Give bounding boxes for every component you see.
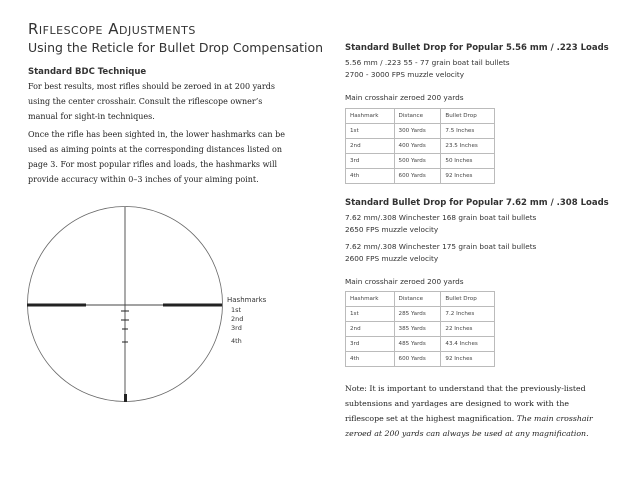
table-row: 2nd 400 Yards 23.5 Inches (345, 138, 495, 154)
table-cell: 92 Inches (440, 351, 495, 367)
text-line: using the center crosshair. Consult the … (28, 97, 263, 106)
table-cell: 485 Yards (393, 336, 442, 352)
text-line: page 3. For most popular rifles and load… (28, 160, 278, 169)
text-line: manual for sight-in techniques. (28, 112, 155, 121)
table-cell: 600 Yards (393, 168, 442, 184)
table-row: 2nd 385 Yards 22 Inches (345, 321, 495, 337)
table-cell: 285 Yards (393, 306, 442, 322)
table-cell: 7.5 Inches (440, 123, 495, 139)
table-row: 3rd 500 Yards 50 Inches (345, 153, 495, 169)
text-line: used as aiming points at the correspondi… (28, 145, 283, 154)
table-cell: 400 Yards (393, 138, 442, 154)
text-line: 2600 FPS muzzle velocity (345, 254, 439, 263)
text-line: 7.62 mm/.308 Winchester 168 grain boat t… (345, 213, 537, 222)
section-heading-bdc: Standard BDC Technique (28, 67, 147, 77)
text-line: Once the rifle has been sighted in, the … (28, 130, 285, 139)
table-header-row: Hashmark Distance Bullet Drop (345, 108, 495, 124)
bullet-drop-table-762: Hashmark Distance Bullet Drop 1st 285 Yards… (345, 291, 495, 367)
note-text: Note: It is important to understand that… (345, 384, 586, 423)
text-line: provide accuracy within 0–3 inches of yo… (28, 175, 259, 184)
column-header: Distance (393, 108, 442, 124)
table-cell: 50 Inches (440, 153, 495, 169)
page-title: Riflescope Adjustments (28, 20, 196, 38)
table-cell: 22 Inches (440, 321, 495, 337)
hashmarks-label: Hashmarks (227, 296, 267, 304)
column-header: Bullet Drop (440, 291, 495, 307)
hashmark-label-1: 1st (231, 306, 242, 314)
table-cell: 2nd (345, 321, 395, 337)
table-header-row: Hashmark Distance Bullet Drop (345, 291, 495, 307)
hashmark-label-4: 4th (231, 337, 242, 345)
section-heading-762: Standard Bullet Drop for Popular 7.62 mm… (345, 198, 609, 208)
table-cell: 23.5 Inches (440, 138, 495, 154)
text-line: 2700 - 3000 FPS muzzle velocity (345, 70, 465, 79)
table-cell: 92 Inches (440, 168, 495, 184)
table-row: 4th 600 Yards 92 Inches (345, 168, 495, 184)
table-row: 3rd 485 Yards 43.4 Inches (345, 336, 495, 352)
note-italic-text: The main crosshair zeroed at 200 yards c… (345, 414, 593, 438)
bullet-drop-table-556: Hashmark Distance Bullet Drop 1st 300 Yards… (345, 108, 495, 184)
table-cell: 500 Yards (393, 153, 442, 169)
table-cell: 4th (345, 168, 395, 184)
text-line: 5.56 mm / .223 55 - 77 grain boat tail b… (345, 58, 510, 67)
table-cell: 385 Yards (393, 321, 442, 337)
load-description-762-168: 7.62 mm/.308 Winchester 168 grain boat t… (345, 212, 536, 236)
text-line: 7.62 mm/.308 Winchester 175 grain boat t… (345, 242, 537, 251)
hashmark-label-3: 3rd (231, 324, 242, 332)
paragraph-2: Once the rifle has been sighted in, the … (28, 127, 285, 187)
table-cell: 7.2 Inches (440, 306, 495, 322)
table-cell: 43.4 Inches (440, 336, 495, 352)
table-cell: 1st (345, 306, 395, 322)
magnification-note: Note: It is important to understand that… (345, 381, 595, 441)
table-cell: 4th (345, 351, 395, 367)
text-line: 2650 FPS muzzle velocity (345, 225, 439, 234)
zero-note-762: Main crosshair zeroed 200 yards (345, 277, 464, 286)
bottom-thick-post (124, 394, 127, 402)
column-header: Distance (393, 291, 442, 307)
table-cell: 1st (345, 123, 395, 139)
load-description-762-175: 7.62 mm/.308 Winchester 175 grain boat t… (345, 241, 536, 265)
table-row: 4th 600 Yards 92 Inches (345, 351, 495, 367)
text-line: For best results, most rifles should be … (28, 82, 275, 91)
column-header: Hashmark (345, 108, 395, 124)
table-cell: 3rd (345, 336, 395, 352)
section-heading-556: Standard Bullet Drop for Popular 5.56 mm… (345, 43, 609, 53)
column-header: Hashmark (345, 291, 395, 307)
table-cell: 2nd (345, 138, 395, 154)
table-cell: 3rd (345, 153, 395, 169)
page-subtitle: Using the Reticle for Bullet Drop Compen… (28, 40, 324, 55)
table-cell: 600 Yards (393, 351, 442, 367)
zero-note-556: Main crosshair zeroed 200 yards (345, 93, 464, 102)
load-description-556: 5.56 mm / .223 55 - 77 grain boat tail b… (345, 57, 510, 81)
table-row: 1st 300 Yards 7.5 Inches (345, 123, 495, 139)
paragraph-1: For best results, most rifles should be … (28, 79, 275, 124)
hashmark-label-2: 2nd (231, 315, 244, 323)
right-thick-post (163, 303, 222, 307)
table-cell: 300 Yards (393, 123, 442, 139)
column-header: Bullet Drop (440, 108, 495, 124)
table-row: 1st 285 Yards 7.2 Inches (345, 306, 495, 322)
left-thick-post (27, 303, 86, 307)
